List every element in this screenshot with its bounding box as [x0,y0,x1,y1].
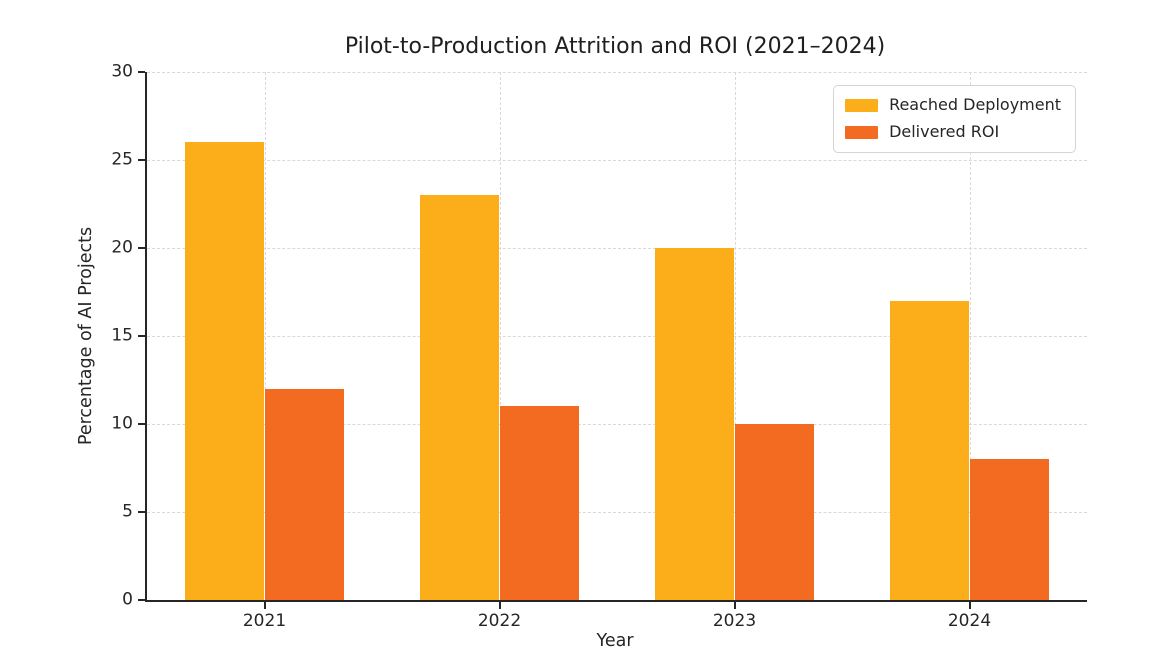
x-tick-label: 2022 [477,611,522,631]
bar [654,248,735,600]
y-tick-mark [138,247,145,249]
legend-rows: Reached Deployment Delivered ROI [845,95,1061,142]
bar [889,300,970,600]
y-tick-mark [138,599,145,601]
x-tick-label: 2023 [712,611,757,631]
y-tick-label: 0 [122,589,133,610]
gridline-horizontal [147,160,1087,161]
x-tick-mark [263,602,266,609]
y-tick-mark [138,423,145,425]
chart-title: Pilot-to-Production Attrition and ROI (2… [344,34,886,59]
legend-label: Delivered ROI [889,122,1000,142]
x-axis-label: Year [596,631,634,651]
x-tick-mark [498,602,501,609]
plot-area: 0 5 10 15 20 25 30 2021 2022 2023 2024 Reached Dep… [111,63,1087,630]
gridline-vertical [499,72,501,600]
bar [264,388,345,600]
y-tick-label: 10 [111,413,133,434]
legend-row: Delivered ROI [845,122,1061,142]
gridline-horizontal [147,72,1087,73]
y-tick-label: 20 [111,237,133,258]
gridline-horizontal [147,336,1087,337]
y-tick-mark [138,511,145,513]
bar [184,142,265,600]
x-tick-mark [733,602,736,609]
legend-row: Reached Deployment [845,95,1061,114]
y-tick-label: 25 [111,149,133,170]
y-axis-label: Percentage of AI Projects [76,226,96,446]
gridline-vertical [264,72,266,600]
bar [734,424,815,600]
bar [419,195,500,600]
y-tick-label: 15 [111,325,133,346]
y-tick-mark [138,335,145,337]
x-tick-label: 2021 [242,611,287,631]
x-tick-mark [968,602,971,609]
bar [969,459,1050,600]
y-tick-mark [138,71,145,73]
bar [499,406,580,600]
gridline-horizontal [147,248,1087,249]
gridline-vertical [734,72,736,600]
legend: Reached Deployment Delivered ROI [833,85,1076,153]
gridline-vertical [969,72,971,600]
legend-label: Reached Deployment [889,95,1061,114]
legend-swatch [845,126,879,140]
y-tick-label: 5 [122,501,133,522]
legend-swatch [845,98,879,112]
gridline-horizontal [147,512,1087,513]
x-tick-label: 2024 [947,611,992,631]
y-tick-mark [138,159,145,161]
gridline-horizontal [147,424,1087,425]
y-tick-label: 30 [111,61,133,82]
